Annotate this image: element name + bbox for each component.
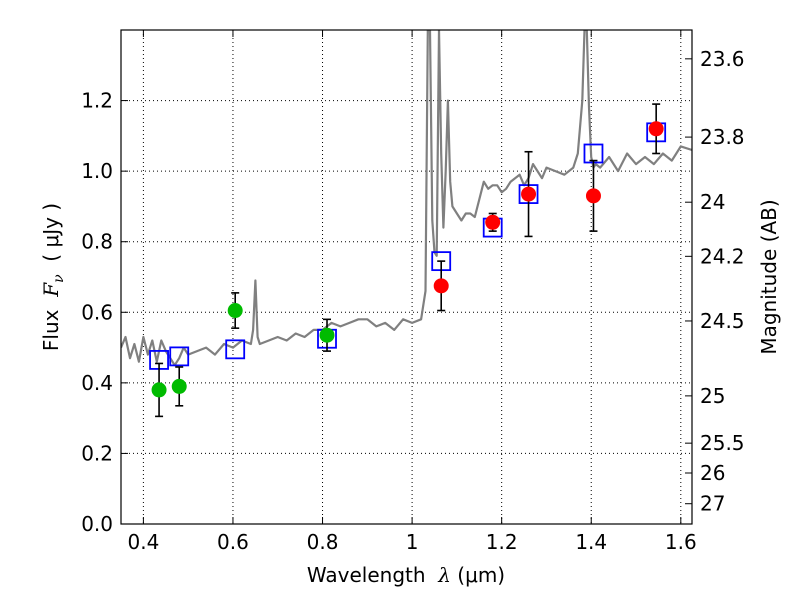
spectrum-line <box>121 30 692 367</box>
green-data-point <box>319 327 335 343</box>
right-axis-title: Magnitude (AB) <box>757 199 781 354</box>
y-tick-label: 1.2 <box>81 89 113 113</box>
right-tick-label: 23.6 <box>700 47 745 71</box>
model-square-marker <box>169 346 190 367</box>
y-tick-label: 0.8 <box>81 230 113 254</box>
right-tick-label: 24.2 <box>700 244 745 268</box>
right-tick-label: 23.8 <box>700 125 745 149</box>
x-tick-label: 0.8 <box>307 530 339 554</box>
red-data-point <box>433 278 449 294</box>
x-tick-label: 1.4 <box>575 530 607 554</box>
x-tick-label: 1.2 <box>486 530 518 554</box>
green-data-point <box>151 382 167 398</box>
y-axis-title-symbol: F <box>39 282 63 298</box>
axes: 0.4 0.6 0.8 1 1.2 1.4 1.6 0.0 0.2 0.4 0.6 0.8 1.0 1.2… <box>81 30 745 554</box>
red-data-point <box>648 121 664 137</box>
right-tick-label: 24 <box>700 190 725 214</box>
green-data-point <box>227 303 243 319</box>
right-tick-label: 25 <box>700 384 725 408</box>
right-tick-label: 26 <box>700 461 725 485</box>
y-tick-label: 0.4 <box>81 371 113 395</box>
y-axis-title-prefix: Flux <box>39 297 63 351</box>
y-axis-title-subscript: ν <box>51 274 67 283</box>
x-axis-title-unit: (μm) <box>451 563 505 587</box>
red-data-point <box>521 186 537 202</box>
x-axis-title: Wavelength λ (μm) <box>307 563 505 587</box>
x-axis-title-symbol: λ <box>437 563 451 587</box>
right-tick-label: 25.5 <box>700 431 745 455</box>
y-tick-label: 0.2 <box>81 441 113 465</box>
y-tick-label: 0.6 <box>81 300 113 324</box>
y-tick-label: 1.0 <box>81 159 113 183</box>
right-tick-label: 24.5 <box>700 309 745 333</box>
x-axis-title-prefix: Wavelength <box>307 563 438 587</box>
x-tick-label: 0.6 <box>217 530 249 554</box>
y-axis-title: Flux Fν ( μJy ) <box>39 203 67 351</box>
green-data-point <box>171 378 187 394</box>
model-square-marker <box>225 339 246 360</box>
red-data-point <box>585 188 601 204</box>
x-tick-label: 1.6 <box>665 530 697 554</box>
plot-frame <box>120 29 693 525</box>
x-tick-label: 1 <box>406 530 419 554</box>
x-tick-label: 0.4 <box>127 530 159 554</box>
right-tick-label: 27 <box>700 492 725 516</box>
y-tick-label: 0.0 <box>81 512 113 536</box>
plot-area <box>121 30 692 367</box>
red-data-point <box>485 214 501 230</box>
y-axis-title-unit: ( μJy ) <box>39 203 63 275</box>
markers <box>149 103 667 418</box>
